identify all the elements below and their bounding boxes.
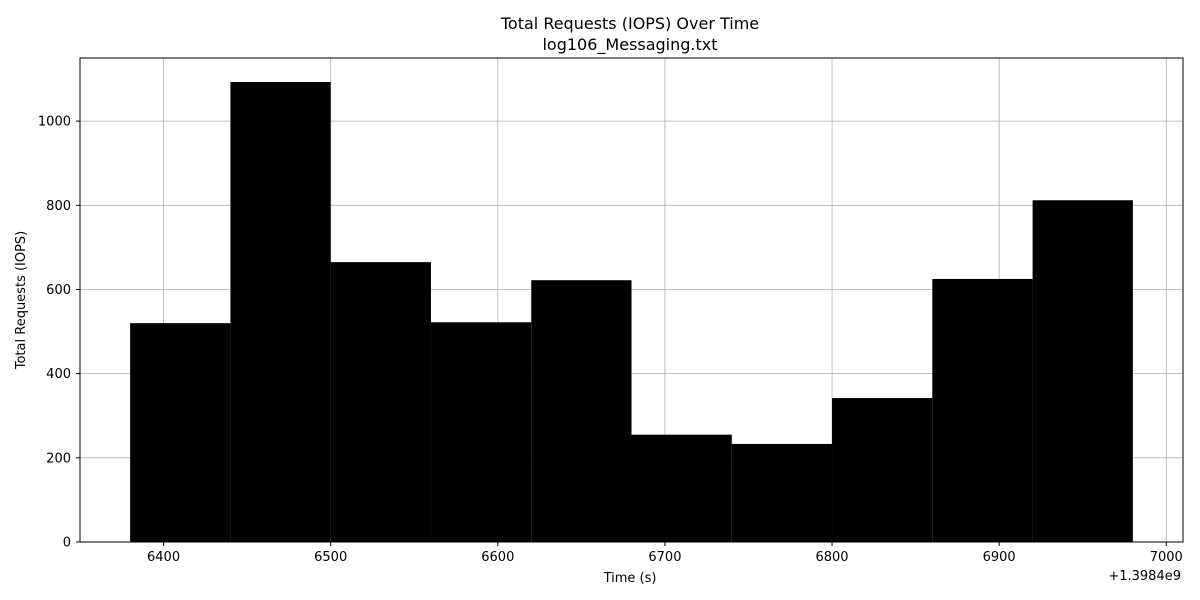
chart-subtitle: log106_Messaging.txt — [542, 35, 717, 55]
x-tick-label: 6800 — [815, 550, 848, 565]
x-axis-label: Time (s) — [603, 571, 657, 586]
bars — [130, 81, 1133, 542]
chart-title: Total Requests (IOPS) Over Time — [500, 14, 759, 33]
y-tick-label: 1000 — [38, 115, 71, 130]
y-tick-label: 400 — [46, 367, 71, 382]
x-tick-label: 6400 — [147, 550, 180, 565]
y-axis-ticks: 0 200 400 600 800 1000 — [38, 115, 80, 551]
y-tick-label: 600 — [46, 283, 71, 298]
histogram-bar — [832, 398, 933, 542]
histogram-bar — [130, 323, 231, 542]
histogram-bar — [230, 81, 331, 542]
x-tick-label: 6500 — [314, 550, 347, 565]
y-tick-label: 0 — [63, 536, 71, 551]
histogram-bar — [430, 322, 532, 542]
x-axis-ticks: 6400 6500 6600 6700 6800 6900 7000 — [147, 542, 1183, 565]
x-axis-offset-label: +1.3984e9 — [1108, 569, 1181, 584]
x-tick-label: 6600 — [481, 550, 514, 565]
x-tick-label: 7000 — [1150, 550, 1183, 565]
histogram-bar — [932, 278, 1033, 542]
histogram-bar — [1032, 200, 1133, 542]
y-axis-label: Total Requests (IOPS) — [14, 231, 29, 371]
x-tick-label: 6900 — [983, 550, 1016, 565]
histogram-bar — [631, 434, 732, 542]
x-tick-label: 6700 — [648, 550, 681, 565]
histogram-bar — [330, 262, 431, 542]
y-tick-label: 200 — [46, 451, 71, 466]
histogram-bar — [531, 280, 632, 542]
y-tick-label: 800 — [46, 199, 71, 214]
plot-frame — [79, 57, 1184, 543]
histogram-bar — [731, 443, 833, 542]
